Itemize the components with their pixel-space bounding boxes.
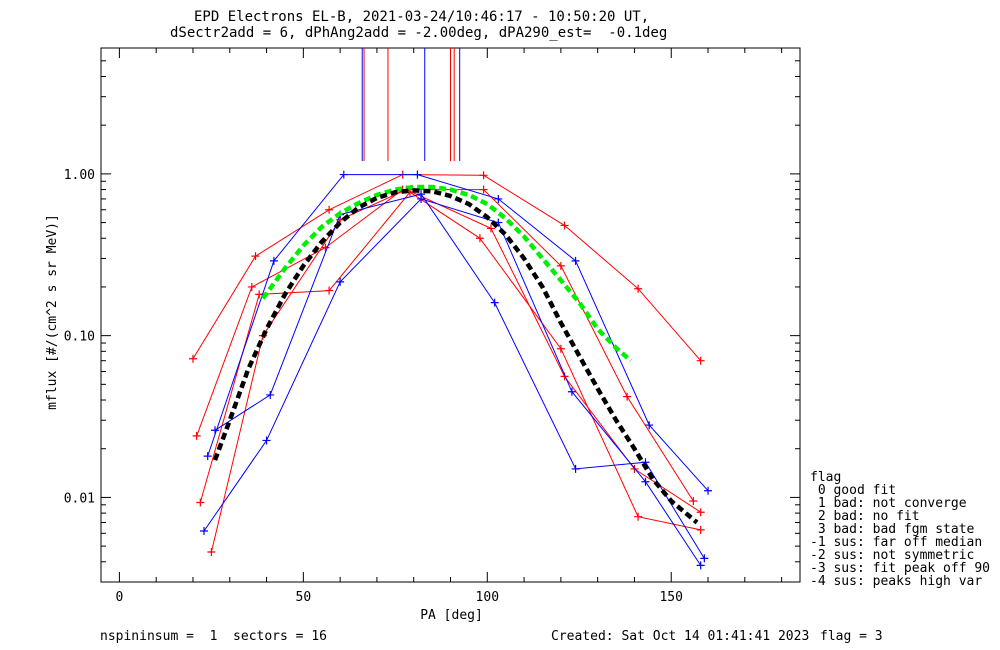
data-point — [325, 205, 334, 214]
data-point — [634, 512, 643, 521]
legend-title: flag — [810, 470, 842, 485]
legend-item: -2 sus: not symmetric — [810, 548, 975, 563]
data-point — [262, 436, 271, 445]
legend-item: 2 bad: no fit — [810, 509, 920, 524]
legend-item: -4 sus: peaks high var — [810, 574, 983, 589]
y-axis-label: mflux [#/(cm^2 s sr MeV)] — [45, 214, 60, 410]
x-axis-label: PA [deg] — [420, 608, 483, 623]
series-line — [210, 189, 701, 553]
data-point — [494, 194, 503, 203]
series-line — [199, 191, 701, 531]
data-point — [704, 486, 713, 495]
data-point — [211, 426, 220, 435]
data-point — [479, 171, 488, 180]
data-point — [336, 277, 345, 286]
data-point — [571, 464, 580, 473]
legend-item: 3 bad: bad fgm state — [810, 522, 975, 537]
series-line — [196, 189, 694, 502]
data-point — [325, 286, 334, 295]
data-point — [696, 356, 705, 365]
data-point — [696, 508, 705, 517]
x-tick-label: 150 — [659, 590, 682, 605]
green-fit-curve — [261, 184, 633, 363]
data-point — [689, 497, 698, 506]
legend-item: 0 good fit — [810, 483, 897, 498]
data-point — [645, 421, 654, 430]
legend-item: -1 sus: far off median — [810, 535, 983, 550]
black-fit-curve — [212, 188, 699, 525]
data-point — [623, 392, 632, 401]
data-point — [192, 431, 201, 440]
data-point — [196, 498, 205, 507]
data-point — [556, 344, 565, 353]
data-point — [247, 282, 256, 291]
data-point — [490, 298, 499, 307]
series-line — [192, 174, 702, 362]
data-point — [641, 477, 650, 486]
data-point — [203, 452, 212, 461]
data-point — [207, 547, 216, 556]
y-tick-label: 1.00 — [64, 168, 95, 183]
series-line — [207, 174, 709, 492]
y-tick-label: 0.10 — [64, 330, 95, 345]
footer-flag: flag = 3 — [820, 629, 883, 644]
x-tick-label: 0 — [115, 590, 123, 605]
data-point — [251, 252, 260, 261]
data-point — [188, 354, 197, 363]
data-point — [560, 221, 569, 230]
data-point — [571, 256, 580, 265]
data-point — [266, 390, 275, 399]
data-point — [700, 554, 709, 563]
data-point — [413, 170, 422, 179]
data-point — [475, 234, 484, 243]
series-line — [203, 198, 702, 566]
data-point — [479, 185, 488, 194]
data-point — [556, 261, 565, 270]
legend-item: 1 bad: not converge — [810, 496, 967, 511]
x-tick-label: 50 — [296, 590, 312, 605]
footer-created: Created: Sat Oct 14 01:41:41 2023 — [551, 629, 810, 644]
data-point — [634, 284, 643, 293]
data-point — [339, 170, 348, 179]
data-point — [696, 525, 705, 534]
x-tick-label: 100 — [476, 590, 499, 605]
chart-title-line-2: dSectr2add = 6, dPhAng2add = -2.00deg, d… — [170, 25, 668, 41]
data-point — [200, 526, 209, 535]
legend-item: -3 sus: fit peak off 90 — [810, 561, 991, 576]
data-point — [417, 194, 426, 203]
data-point — [486, 224, 495, 233]
data-point — [696, 561, 705, 570]
data-point — [269, 256, 278, 265]
data-point — [255, 290, 264, 299]
data-point — [567, 387, 576, 396]
chart-title-line-1: EPD Electrons EL-B, 2021-03-24/10:46:17 … — [194, 9, 650, 25]
data-point — [321, 243, 330, 252]
series-line — [214, 193, 705, 559]
footer-spin-info: nspininsum = 1 sectors = 16 — [100, 629, 327, 644]
y-tick-label: 0.01 — [64, 491, 95, 506]
